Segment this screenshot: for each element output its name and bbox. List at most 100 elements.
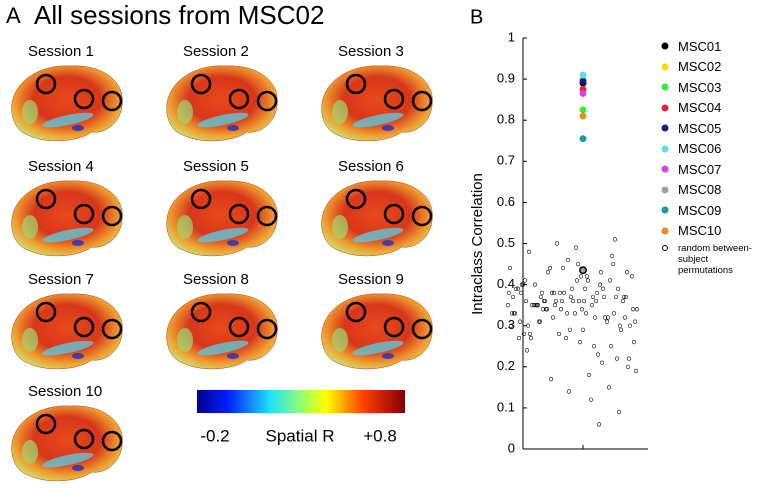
brain-patch bbox=[42, 452, 94, 468]
data-point bbox=[610, 261, 616, 267]
legend-label: MSC01 bbox=[678, 38, 722, 54]
data-point bbox=[559, 298, 565, 304]
data-point bbox=[557, 290, 563, 295]
legend-entry: MSC10 bbox=[660, 221, 760, 242]
data-point bbox=[545, 270, 551, 275]
brain-patch bbox=[332, 328, 348, 352]
y-axis-label: Intraclass Correlation bbox=[469, 173, 486, 315]
roi-circle bbox=[190, 73, 212, 95]
data-point bbox=[560, 266, 566, 271]
y-tick-label: 0.9 bbox=[497, 71, 515, 86]
legend-marker bbox=[661, 83, 669, 91]
roi-circle bbox=[35, 301, 57, 323]
data-point bbox=[556, 331, 562, 337]
y-tick-label: 0.6 bbox=[497, 194, 515, 209]
data-point bbox=[565, 257, 571, 263]
brain-patch bbox=[197, 112, 249, 128]
brain-surface bbox=[166, 180, 278, 257]
roi-circle bbox=[345, 301, 367, 323]
legend-label: MSC05 bbox=[678, 120, 722, 136]
legend-label: MSC04 bbox=[678, 100, 722, 116]
data-point bbox=[627, 323, 633, 328]
brain-patch bbox=[42, 227, 94, 243]
legend-label: MSC10 bbox=[678, 223, 722, 239]
data-point bbox=[594, 290, 600, 295]
brain-patch bbox=[197, 340, 249, 356]
data-point bbox=[510, 294, 516, 300]
roi-circle bbox=[101, 205, 123, 227]
legend-label: MSC06 bbox=[678, 141, 722, 157]
brain-patch bbox=[332, 100, 348, 124]
session-label: Session 8 bbox=[183, 271, 249, 288]
y-tick-label: 0.3 bbox=[497, 317, 515, 332]
panel-label: B bbox=[470, 6, 483, 28]
colorbar-min: -0.2 bbox=[200, 426, 229, 445]
roi-circle bbox=[383, 316, 405, 338]
data-point bbox=[579, 307, 585, 312]
roi-circle bbox=[73, 203, 95, 225]
data-point bbox=[630, 307, 636, 312]
roi-circle bbox=[190, 188, 212, 210]
data-point bbox=[598, 270, 604, 275]
roi-circle bbox=[345, 73, 367, 95]
data-point bbox=[528, 335, 534, 341]
data-point bbox=[541, 298, 547, 304]
roi-circle bbox=[411, 318, 433, 340]
roi-circle bbox=[35, 188, 57, 210]
data-point bbox=[516, 335, 522, 341]
data-point bbox=[574, 278, 580, 283]
data-point bbox=[554, 241, 560, 246]
brain-surface bbox=[11, 405, 123, 482]
legend-entry: MSC05 bbox=[660, 118, 760, 139]
legend-entry: MSC02 bbox=[660, 57, 760, 78]
roi-circle bbox=[190, 301, 212, 323]
data-point bbox=[616, 409, 622, 415]
data-point bbox=[568, 294, 574, 300]
legend-marker bbox=[661, 42, 669, 50]
brain-patch bbox=[72, 465, 84, 471]
legend-symbol bbox=[662, 245, 668, 251]
data-point bbox=[579, 135, 587, 143]
data-point bbox=[549, 290, 555, 295]
legend-entry: MSC03 bbox=[660, 77, 760, 98]
roi-circle bbox=[383, 203, 405, 225]
data-point bbox=[626, 356, 632, 361]
brain-patch bbox=[332, 215, 348, 239]
data-point bbox=[622, 315, 628, 320]
brain-surface bbox=[321, 293, 433, 370]
data-point bbox=[589, 303, 595, 308]
brain-patch bbox=[22, 100, 38, 124]
data-point bbox=[600, 286, 606, 291]
legend-entry: MSC04 bbox=[660, 98, 760, 119]
data-point bbox=[613, 294, 619, 300]
data-point bbox=[579, 112, 587, 120]
legend-symbol bbox=[661, 206, 669, 214]
data-point bbox=[585, 278, 591, 283]
roi-circle bbox=[228, 88, 250, 110]
y-tick-label: 0.2 bbox=[497, 358, 515, 373]
data-point bbox=[615, 286, 621, 291]
data-point bbox=[577, 340, 583, 345]
session-label: Session 10 bbox=[28, 383, 102, 400]
brain-surface bbox=[321, 180, 433, 257]
brain-surface bbox=[166, 293, 278, 370]
brain-patch bbox=[72, 240, 84, 246]
roi-circle bbox=[73, 428, 95, 450]
data-point bbox=[586, 372, 592, 378]
data-point bbox=[617, 323, 623, 328]
data-point bbox=[631, 340, 637, 345]
brain-surface bbox=[11, 65, 123, 142]
data-point bbox=[578, 274, 584, 279]
legend-entry: MSC09 bbox=[660, 200, 760, 221]
data-point bbox=[526, 249, 532, 254]
data-point bbox=[579, 71, 587, 79]
legend-symbol bbox=[661, 227, 669, 235]
data-point bbox=[566, 389, 572, 394]
roi-circle bbox=[73, 88, 95, 110]
brain-patch bbox=[72, 353, 84, 359]
legend-marker bbox=[661, 206, 669, 214]
y-tick-label: 0.5 bbox=[497, 235, 515, 250]
panel-title: All sessions from MSC02 bbox=[34, 0, 324, 30]
data-point bbox=[543, 307, 549, 312]
